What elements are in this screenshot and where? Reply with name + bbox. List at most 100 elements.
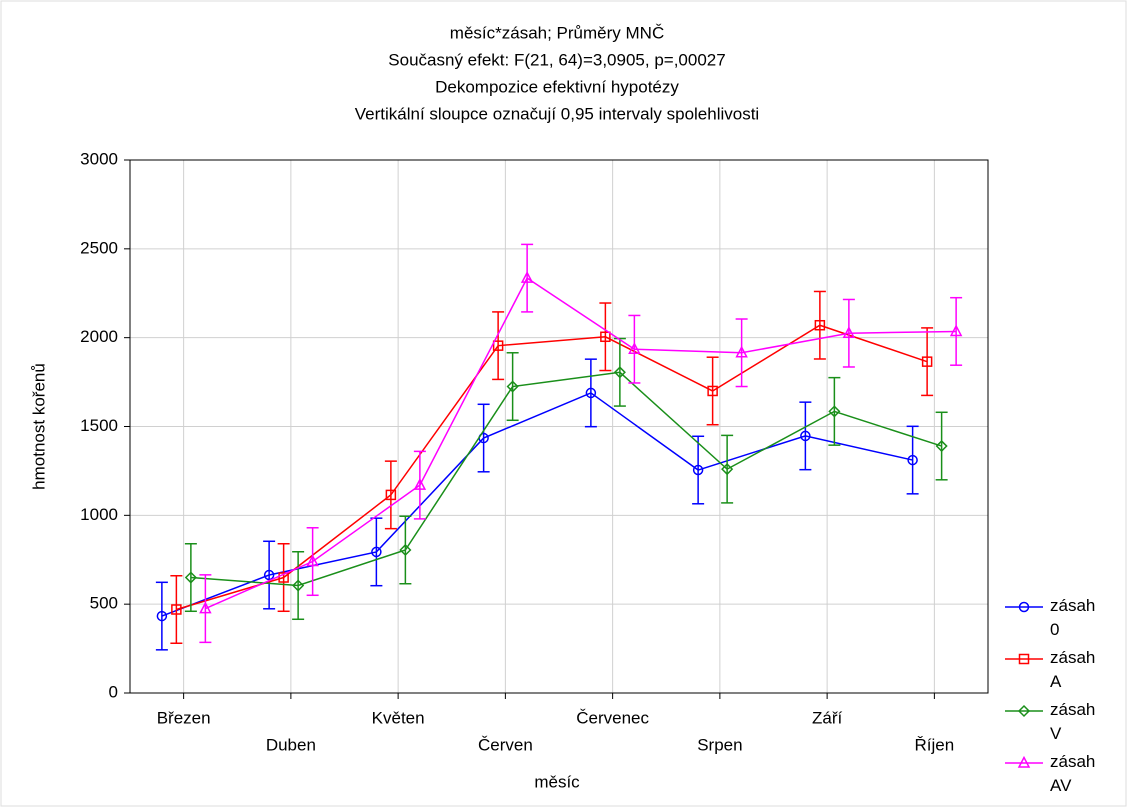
x-tick-label: Březen <box>157 708 211 727</box>
chart-title: Vertikální sloupce označují 0,95 interva… <box>355 104 759 123</box>
x-tick-label: Červen <box>478 735 533 754</box>
marker <box>814 319 826 331</box>
error-bar <box>813 290 826 360</box>
y-tick-label: 2000 <box>80 327 118 346</box>
series-line <box>205 277 957 610</box>
series-line <box>176 324 928 611</box>
legend-label: zásah V <box>1050 700 1100 743</box>
marker <box>721 463 734 476</box>
error-bar <box>935 411 948 481</box>
legend-line: zásah <box>1050 648 1100 667</box>
x-tick-label: Duben <box>266 735 316 754</box>
error-bar <box>706 356 719 426</box>
error-bar <box>384 460 397 530</box>
error-bar <box>735 318 748 388</box>
legend-line: zásah <box>1050 752 1100 771</box>
x-tick-label: Červenec <box>576 708 649 727</box>
marker <box>292 579 305 592</box>
x-tick-label: Září <box>812 708 843 727</box>
legend-label: zásah 0 <box>1050 596 1100 639</box>
error-bar <box>721 434 734 504</box>
x-tick-label: Říjen <box>915 735 955 754</box>
error-bar <box>521 243 534 313</box>
error-bar <box>492 311 505 381</box>
marker <box>935 439 948 453</box>
y-tick-label: 1500 <box>80 416 118 435</box>
x-tick-label: Květen <box>372 708 425 727</box>
error-bar <box>828 376 841 446</box>
marker <box>263 569 275 581</box>
marker <box>399 543 412 557</box>
y-tick-label: 3000 <box>80 149 118 168</box>
marker <box>585 387 597 399</box>
error-bar <box>906 425 919 495</box>
error-bar <box>263 540 276 610</box>
marker <box>506 380 519 393</box>
marker <box>171 604 182 615</box>
error-bar <box>199 574 212 644</box>
error-bar <box>170 574 183 645</box>
marker <box>413 478 427 490</box>
error-bar <box>799 401 812 471</box>
x-tick-label: Srpen <box>697 735 742 754</box>
legend-line: A <box>1050 672 1062 691</box>
y-tick-label: 0 <box>109 682 118 701</box>
error-bar <box>184 543 197 613</box>
marker <box>156 610 168 622</box>
legend-line: 0 <box>1050 620 1059 639</box>
y-tick-label: 1000 <box>80 505 118 524</box>
legend-line: zásah <box>1050 596 1100 615</box>
marker <box>1018 601 1030 613</box>
marker <box>613 366 626 379</box>
marker <box>199 601 212 614</box>
marker <box>371 546 382 558</box>
marker <box>306 554 319 567</box>
error-bar <box>950 296 963 366</box>
marker <box>520 271 534 283</box>
error-bar <box>628 314 641 384</box>
marker <box>600 331 611 343</box>
marker <box>1017 755 1031 768</box>
error-bar <box>292 551 305 621</box>
marker <box>800 430 811 442</box>
marker <box>949 324 963 337</box>
error-bar <box>692 435 705 505</box>
marker <box>492 340 504 351</box>
error-bar <box>306 527 319 597</box>
marker <box>385 489 397 501</box>
error-bar <box>155 581 168 651</box>
x-axis-label: měsíc <box>534 772 580 791</box>
marker <box>692 464 704 476</box>
marker <box>842 326 856 338</box>
legend-label: zásah A <box>1050 648 1100 691</box>
marker <box>1018 653 1030 665</box>
series-line <box>161 392 913 617</box>
marker <box>184 571 197 584</box>
y-axis-label: hmotnost kořenů <box>29 363 48 490</box>
marker <box>735 345 748 358</box>
marker <box>907 454 918 466</box>
chart-title: Dekompozice efektivní hypotézy <box>435 77 679 96</box>
marker <box>828 405 841 418</box>
error-bar <box>599 302 612 372</box>
y-tick-label: 500 <box>90 594 118 613</box>
error-bar <box>842 298 855 368</box>
plot-border <box>129 159 989 694</box>
marker <box>278 572 289 583</box>
chart-title: Současný efekt: F(21, 64)=3,0905, p=,000… <box>388 50 725 69</box>
chart-title: měsíc*zásah; Průměry MNČ <box>450 23 664 42</box>
legend-line: zásah <box>1050 700 1100 719</box>
marker <box>1017 704 1031 718</box>
error-bar <box>413 450 426 520</box>
series-line <box>190 371 942 587</box>
y-tick-label: 2500 <box>80 238 118 257</box>
error-bar <box>584 358 597 428</box>
error-bar <box>506 352 519 422</box>
error-bar <box>277 543 290 613</box>
error-bar <box>921 327 934 397</box>
error-bar <box>477 403 490 473</box>
legend-label: zásah AV <box>1050 752 1100 795</box>
legend-line: AV <box>1050 776 1072 795</box>
